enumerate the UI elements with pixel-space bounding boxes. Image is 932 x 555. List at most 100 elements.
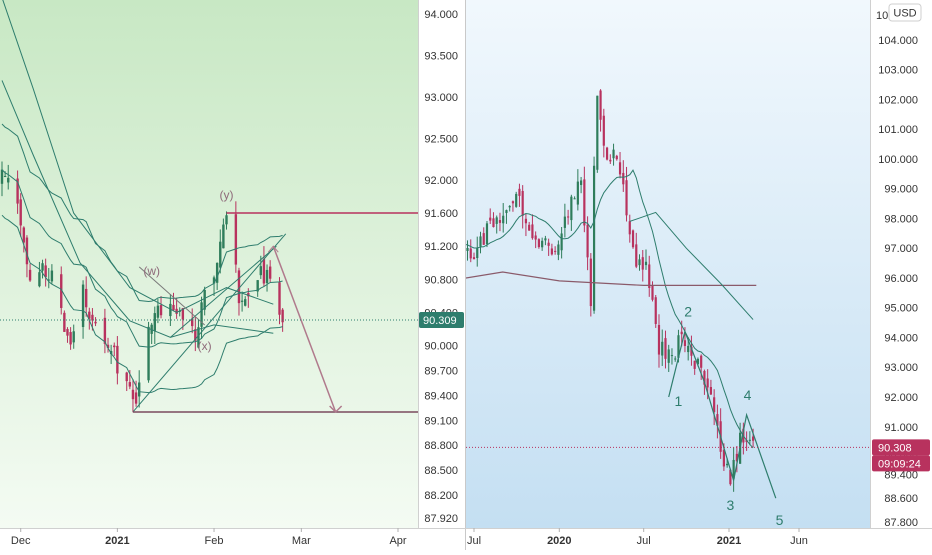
daily-candle bbox=[72, 331, 75, 343]
daily-candle bbox=[113, 345, 116, 348]
weekly-candle bbox=[618, 162, 622, 175]
daily-candle bbox=[19, 199, 22, 226]
daily-candle bbox=[88, 311, 91, 319]
daily-candle bbox=[91, 314, 94, 321]
daily-candle bbox=[128, 382, 132, 387]
left-x-tick: Mar bbox=[292, 535, 311, 547]
weekly-candle bbox=[726, 463, 729, 466]
right-y-tick: 102.000 bbox=[878, 94, 918, 106]
weekly-candle bbox=[703, 370, 706, 385]
daily-candle bbox=[240, 300, 244, 302]
wave-label-5: 5 bbox=[776, 512, 784, 528]
weekly-chart-plot bbox=[466, 89, 870, 499]
daily-candle bbox=[81, 284, 85, 328]
weekly-candle bbox=[667, 349, 670, 363]
weekly-candle bbox=[596, 95, 599, 170]
right-y-tick: 87.800 bbox=[884, 517, 918, 529]
weekly-candle bbox=[670, 355, 674, 357]
right-y-tick: 96.000 bbox=[884, 273, 918, 285]
left-time-axis-background bbox=[0, 528, 418, 550]
left-y-tick: 88.200 bbox=[424, 490, 458, 502]
weekly-candle bbox=[700, 355, 703, 368]
left-pane-background bbox=[0, 0, 418, 528]
daily-candle bbox=[66, 329, 69, 336]
left-y-tick: 87.920 bbox=[424, 513, 458, 525]
weekly-candle bbox=[479, 236, 482, 247]
weekly-candle bbox=[489, 217, 492, 221]
left-y-tick: 91.600 bbox=[424, 208, 458, 220]
daily-candle bbox=[212, 277, 216, 284]
daily-candle bbox=[22, 227, 26, 243]
daily-candle bbox=[69, 332, 72, 345]
weekly-candle bbox=[729, 469, 732, 485]
daily-candle bbox=[106, 344, 110, 349]
right-x-tick: Jul bbox=[637, 535, 651, 547]
wave-label-y: (y) bbox=[220, 188, 234, 202]
right-y-tick: 97.000 bbox=[884, 243, 918, 255]
left-y-tick: 90.000 bbox=[424, 341, 458, 353]
right-y-tick: 95.000 bbox=[884, 303, 918, 315]
slow-ma-mid bbox=[1, 80, 274, 338]
daily-candle bbox=[134, 392, 138, 404]
weekly-candle bbox=[502, 215, 505, 224]
left-y-tick: 94.000 bbox=[424, 9, 458, 21]
right-y-tick: 92.000 bbox=[884, 392, 918, 404]
left-y-tick: 89.700 bbox=[424, 366, 458, 378]
weekly-candle bbox=[469, 248, 472, 259]
weekly-candle bbox=[476, 247, 479, 259]
right-last-price-box bbox=[872, 439, 930, 456]
daily-candle bbox=[50, 270, 54, 282]
right-y-tick: 89.400 bbox=[884, 469, 918, 481]
w-x-line bbox=[138, 266, 206, 326]
daily-candle bbox=[265, 269, 269, 284]
projection-arrow-head bbox=[329, 405, 343, 414]
weekly-candle bbox=[605, 147, 609, 160]
weekly-candle bbox=[599, 90, 602, 120]
weekly-candle bbox=[524, 218, 528, 224]
weekly-candle bbox=[573, 198, 576, 200]
right-y-tick: 93.000 bbox=[884, 362, 918, 374]
wave-label-2: 2 bbox=[684, 304, 692, 320]
daily-candle bbox=[225, 215, 228, 225]
wave-trendline bbox=[132, 233, 287, 413]
weekly-candle bbox=[472, 257, 476, 260]
daily-candle bbox=[7, 177, 10, 183]
left-y-tick: 89.100 bbox=[424, 415, 458, 427]
right-y-tick: 103.000 bbox=[878, 65, 918, 77]
daily-candle bbox=[137, 382, 141, 397]
weekly-candle bbox=[654, 297, 657, 324]
weekly-candle bbox=[518, 188, 521, 196]
weekly-candle bbox=[515, 193, 518, 207]
daily-candle bbox=[203, 289, 206, 310]
daily-candle bbox=[219, 241, 222, 268]
daily-candle bbox=[175, 308, 178, 314]
lower-band bbox=[1, 214, 283, 394]
daily-candle bbox=[3, 176, 7, 178]
currency-badge[interactable] bbox=[888, 3, 922, 22]
weekly-candle bbox=[554, 250, 557, 252]
weekly-candle bbox=[508, 205, 511, 208]
daily-candle bbox=[234, 214, 238, 265]
weekly-candle bbox=[651, 285, 654, 300]
weekly-candle bbox=[638, 259, 641, 266]
weekly-candle bbox=[495, 217, 498, 224]
weekly-candle bbox=[644, 261, 648, 266]
left-y-tick: 88.500 bbox=[424, 465, 458, 477]
weekly-candle bbox=[706, 378, 709, 388]
weekly-candle bbox=[505, 210, 508, 214]
weekly-candle bbox=[567, 216, 570, 218]
left-y-tick: 92.500 bbox=[424, 133, 458, 145]
weekly-candle bbox=[498, 220, 502, 223]
right-y-tick: 101.000 bbox=[878, 124, 918, 136]
daily-candle bbox=[84, 288, 88, 308]
weekly-candle bbox=[752, 436, 755, 441]
weekly-candle bbox=[615, 155, 618, 160]
left-x-tick: Dec bbox=[11, 535, 31, 547]
left-x-tick: Apr bbox=[389, 535, 406, 547]
weekly-candle bbox=[648, 264, 651, 288]
right-last-price: 90.308 bbox=[878, 442, 912, 454]
weekly-candle bbox=[657, 324, 661, 355]
daily-candle bbox=[278, 282, 281, 315]
